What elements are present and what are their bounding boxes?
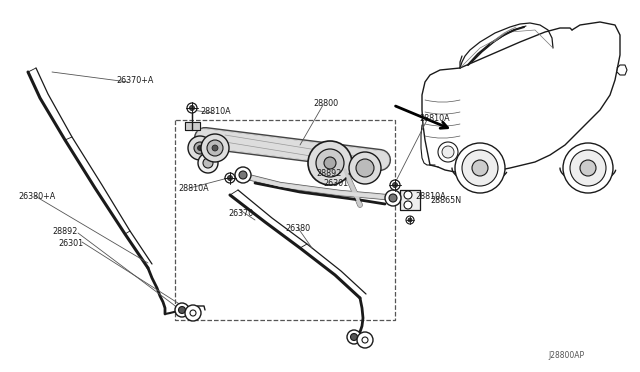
Circle shape — [225, 173, 235, 183]
Circle shape — [408, 218, 412, 222]
Circle shape — [198, 153, 218, 173]
Text: 26370: 26370 — [228, 208, 253, 218]
Circle shape — [570, 150, 606, 186]
Text: 28810A: 28810A — [415, 192, 445, 201]
Circle shape — [227, 176, 232, 180]
Circle shape — [212, 145, 218, 151]
Circle shape — [203, 158, 213, 168]
Circle shape — [438, 142, 458, 162]
Text: 28810A: 28810A — [178, 183, 209, 192]
Circle shape — [235, 167, 251, 183]
Circle shape — [462, 150, 498, 186]
Circle shape — [389, 194, 397, 202]
Text: 26301: 26301 — [323, 179, 348, 187]
Text: 28810A: 28810A — [419, 113, 450, 122]
Circle shape — [385, 190, 401, 206]
Circle shape — [185, 305, 201, 321]
Text: 28892: 28892 — [316, 169, 341, 177]
Text: J28800AP: J28800AP — [548, 352, 584, 360]
Circle shape — [190, 310, 196, 316]
Circle shape — [404, 201, 412, 209]
Circle shape — [392, 183, 397, 187]
Text: 26380+A: 26380+A — [18, 192, 55, 201]
Circle shape — [404, 191, 412, 199]
Text: 26301: 26301 — [58, 238, 83, 247]
Circle shape — [349, 152, 381, 184]
Circle shape — [442, 146, 454, 158]
Text: 28800: 28800 — [313, 99, 338, 108]
Circle shape — [187, 103, 197, 113]
Circle shape — [472, 160, 488, 176]
Text: 26370+A: 26370+A — [116, 76, 154, 84]
Circle shape — [189, 106, 195, 110]
Circle shape — [356, 159, 374, 177]
Circle shape — [563, 143, 613, 193]
Text: 28892: 28892 — [52, 227, 77, 235]
Circle shape — [357, 332, 373, 348]
Circle shape — [179, 307, 186, 314]
Circle shape — [347, 330, 361, 344]
Polygon shape — [400, 190, 420, 210]
Circle shape — [390, 180, 400, 190]
Circle shape — [198, 145, 202, 151]
Circle shape — [207, 140, 223, 156]
Circle shape — [324, 157, 336, 169]
Circle shape — [239, 171, 247, 179]
Circle shape — [316, 149, 344, 177]
Circle shape — [175, 303, 189, 317]
Circle shape — [188, 136, 212, 160]
Circle shape — [308, 141, 352, 185]
Circle shape — [362, 337, 368, 343]
Circle shape — [201, 134, 229, 162]
Circle shape — [194, 142, 206, 154]
Circle shape — [351, 334, 358, 340]
Text: 28865N: 28865N — [430, 196, 461, 205]
Circle shape — [406, 216, 414, 224]
Circle shape — [580, 160, 596, 176]
Polygon shape — [185, 122, 200, 130]
Text: 28810A: 28810A — [200, 106, 230, 115]
Circle shape — [455, 143, 505, 193]
Text: 26380: 26380 — [285, 224, 310, 232]
